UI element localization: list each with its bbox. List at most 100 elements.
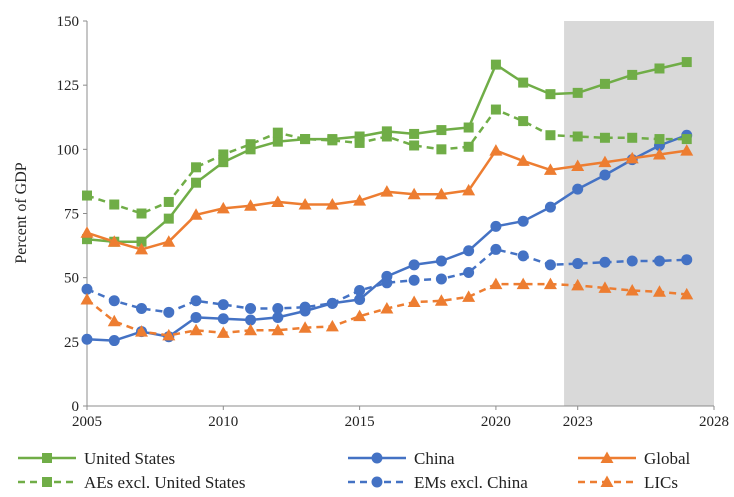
data-point-united-states: [163, 213, 174, 224]
data-point-aes-excl-united-states: [599, 132, 610, 143]
series-lics: [80, 277, 694, 341]
x-tick-label: 2015: [345, 414, 375, 430]
data-point-lics: [162, 328, 176, 341]
series-ems-excl-china: [81, 243, 693, 318]
data-point-united-states: [272, 136, 283, 147]
data-point-aes-excl-united-states: [109, 199, 120, 210]
y-tick-label: 75: [64, 207, 79, 223]
projection-shading-layer: [564, 21, 714, 406]
x-tick-label: 2005: [72, 414, 102, 430]
data-point-united-states: [218, 157, 229, 168]
data-point-lics: [625, 284, 639, 296]
data-point-aes-excl-united-states: [82, 190, 92, 201]
legend-label-china: China: [414, 449, 455, 468]
data-point-global: [271, 195, 285, 207]
data-point-china: [217, 313, 229, 325]
data-point-china: [354, 293, 366, 305]
data-point-lics: [353, 309, 367, 322]
data-point-ems-excl-china: [599, 256, 611, 268]
data-point-lics: [325, 319, 339, 332]
data-point-global: [462, 183, 476, 196]
data-point-global: [107, 235, 121, 247]
data-point-global: [407, 187, 421, 200]
x-tick-label: 2023: [563, 414, 593, 430]
data-point-lics: [298, 321, 312, 333]
data-point-ems-excl-china: [354, 285, 366, 296]
y-tick-label: 150: [57, 14, 80, 30]
data-point-china: [272, 311, 284, 323]
legend: United States China Global AEs excl. United…: [18, 449, 691, 492]
series-layer: [80, 57, 694, 347]
projection-shaded-region: [564, 21, 714, 406]
legend-item-china: China: [348, 449, 455, 468]
legend-label-ems-excl-china: EMs excl. China: [414, 473, 528, 492]
data-point-lics: [652, 285, 666, 297]
data-point-ems-excl-china: [572, 258, 584, 270]
data-point-ems-excl-china: [163, 306, 175, 318]
data-point-lics: [680, 287, 694, 300]
data-point-aes-excl-united-states: [218, 149, 229, 160]
data-point-ems-excl-china: [544, 259, 556, 271]
data-point-united-states: [654, 63, 665, 74]
data-point-aes-excl-united-states: [272, 127, 283, 138]
data-point-lics: [135, 325, 149, 337]
data-point-united-states: [545, 89, 556, 100]
legend-marker-china: [371, 452, 383, 464]
data-point-global: [325, 198, 339, 210]
legend-label-united-states: United States: [84, 449, 175, 468]
data-point-lics: [189, 323, 203, 336]
y-tick-label: 125: [57, 78, 80, 94]
data-point-china: [517, 215, 529, 227]
legend-item-ems-excl-china: EMs excl. China: [348, 473, 528, 492]
data-point-aes-excl-united-states: [654, 134, 665, 145]
data-point-ems-excl-china: [326, 297, 338, 309]
data-point-united-states: [136, 236, 147, 247]
data-point-global: [162, 235, 176, 247]
data-point-global: [571, 159, 585, 172]
data-point-aes-excl-united-states: [436, 144, 447, 155]
data-point-aes-excl-united-states: [518, 116, 529, 127]
data-point-ems-excl-china: [626, 255, 638, 267]
data-point-lics: [516, 277, 530, 290]
data-point-ems-excl-china: [136, 302, 148, 314]
data-point-china: [572, 183, 584, 195]
data-point-united-states: [82, 234, 92, 245]
data-point-global: [298, 198, 312, 210]
data-point-global: [652, 147, 666, 160]
y-axis-title: Percent of GDP: [13, 162, 30, 263]
legend-label-global: Global: [644, 449, 691, 468]
data-point-united-states: [409, 128, 420, 139]
data-point-ems-excl-china: [217, 299, 229, 311]
data-point-aes-excl-united-states: [354, 137, 365, 148]
data-point-united-states: [518, 77, 529, 88]
data-point-global: [543, 163, 557, 175]
data-point-aes-excl-united-states: [572, 131, 583, 142]
data-point-china: [599, 169, 611, 181]
legend-marker-united-states: [42, 453, 52, 463]
data-point-global: [244, 199, 258, 211]
data-point-ems-excl-china: [463, 267, 475, 279]
data-point-aes-excl-united-states: [300, 134, 311, 145]
data-point-united-states: [463, 122, 474, 133]
series-line-ems-excl-china: [86, 248, 687, 314]
data-point-global: [380, 185, 394, 197]
data-point-ems-excl-china: [381, 277, 393, 289]
legend-item-united-states: United States: [18, 449, 175, 468]
legend-item-lics: LICs: [578, 473, 678, 492]
data-point-aes-excl-united-states: [245, 139, 256, 150]
data-point-ems-excl-china: [408, 274, 420, 286]
data-point-global: [680, 144, 694, 156]
data-point-global: [353, 194, 367, 206]
data-point-aes-excl-united-states: [163, 196, 174, 207]
data-point-ems-excl-china: [490, 243, 502, 255]
data-point-lics: [462, 290, 476, 302]
data-point-ems-excl-china: [681, 254, 693, 266]
data-point-lics: [271, 323, 285, 336]
data-point-lics: [407, 295, 421, 308]
series-global: [80, 144, 694, 255]
data-point-china: [245, 314, 257, 326]
data-point-united-states: [436, 125, 447, 136]
data-point-ems-excl-china: [517, 250, 529, 262]
